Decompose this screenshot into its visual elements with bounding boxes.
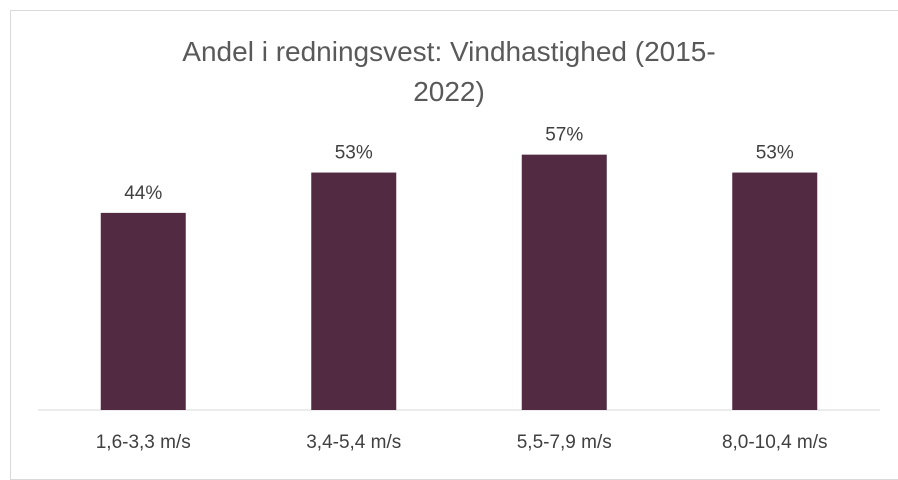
x-tick-label: 3,4-5,4 m/s (306, 432, 401, 453)
x-tick-label: 1,6-3,3 m/s (96, 432, 191, 453)
bar (732, 172, 818, 410)
data-label: 57% (545, 125, 583, 146)
data-label: 53% (756, 143, 794, 164)
page: {"chart_data": {"type": "bar", "title": … (10, 10, 898, 480)
bar (311, 172, 397, 410)
bar (521, 154, 607, 410)
chart: 1,6-3,3 m/s 44% 3,4-5,4 m/s 53% 5,5-7,9 m/s 5… (38, 125, 880, 453)
x-tick-label: 5,5-7,9 m/s (517, 432, 612, 453)
data-label: 53% (335, 143, 373, 164)
data-label: 44% (124, 183, 162, 204)
bar (100, 212, 186, 410)
x-tick-label: 8,0-10,4 m/s (722, 432, 828, 453)
chart-title: Andel i redningsvest: Vindhastighed (201… (182, 36, 716, 107)
